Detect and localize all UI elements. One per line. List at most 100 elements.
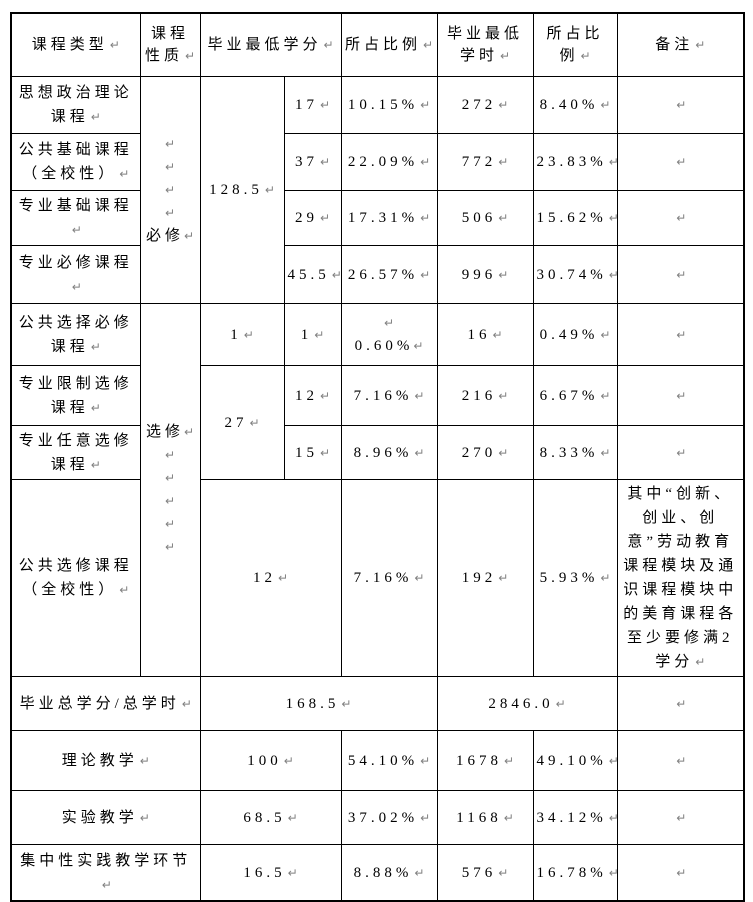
- paragraph-mark: ↵: [319, 388, 331, 403]
- paragraph-mark: ↵: [676, 696, 687, 711]
- paragraph-mark: ↵: [414, 571, 425, 585]
- paragraph-mark: ↵: [498, 571, 509, 585]
- paragraph-mark: ↵: [695, 38, 706, 52]
- header-course-nature-label: 课程性质: [144, 26, 189, 64]
- cell-ideology-hour-pct: 8.40% ↵: [532, 76, 618, 134]
- paragraph-mark: ↵: [422, 38, 434, 52]
- cell-theory-hour-pct: 49.10%↵: [532, 730, 618, 791]
- paragraph-mark: ↵: [164, 540, 176, 554]
- paragraph-mark: ↵: [499, 49, 511, 63]
- paragraph-mark: ↵: [90, 110, 101, 124]
- row-experiment: 实验教学↵ 68.5↵ 37.02%↵ 1168↵ 34.12%↵ ↵: [10, 790, 745, 845]
- paragraph-mark: ↵: [600, 327, 611, 342]
- row-major-limited: 专业限制选修课程 ↵ 27 ↵ 12 ↵ 7.16% ↵ 216 ↵ 6.67% ↵ ↵: [10, 365, 745, 480]
- cell-major-free-remark: ↵: [616, 425, 745, 480]
- paragraph-mark: ↵: [695, 655, 706, 669]
- cell-public-basic-credits: 37 ↵: [283, 133, 342, 191]
- paragraph-mark: ↵: [609, 268, 616, 282]
- paragraph-mark: ↵: [164, 494, 176, 508]
- paragraph-mark: ↵: [90, 339, 101, 354]
- cell-ideology-credits: 17 ↵: [283, 76, 342, 134]
- paragraph-mark: ↵: [498, 98, 509, 112]
- paragraph-mark: ↵: [164, 517, 176, 531]
- paragraph-mark: ↵: [90, 400, 101, 415]
- cell-major-basic-label: 专业基础课程↵: [10, 190, 141, 246]
- paragraph-mark: ↵: [503, 810, 514, 825]
- paragraph-mark: ↵: [71, 279, 82, 294]
- paragraph-mark: ↵: [341, 696, 352, 711]
- cell-public-elective-label: 公共选修课程（全校性） ↵: [10, 479, 141, 677]
- paragraph-mark: ↵: [609, 866, 616, 880]
- cell-major-basic-hour-pct: 15.62%↵: [532, 190, 618, 246]
- paragraph-mark: ↵: [498, 388, 509, 403]
- paragraph-mark: ↵: [319, 211, 331, 225]
- cell-major-free-credit-pct: 8.96% ↵: [340, 425, 438, 480]
- header-min-hours: 毕业最低学时 ↵: [436, 12, 534, 77]
- header-min-credits: 毕业最低学分 ↵: [199, 12, 342, 77]
- row-public-elective: 公共选修课程（全校性） ↵ 12 ↵ 7.16% ↵ 192 ↵ 5.93% ↵ 其中“创…: [10, 479, 745, 677]
- cell-public-basic-label: 公共基础课程（全校性） ↵: [10, 133, 141, 191]
- cell-public-basic-credit-pct: 22.09% ↵: [340, 133, 438, 191]
- paragraph-mark: ↵: [676, 445, 687, 460]
- cell-major-free-hours: 270 ↵: [436, 425, 534, 480]
- cell-public-elective-credits: 12 ↵: [199, 479, 342, 677]
- cell-major-required-credits: 45.5 ↵: [283, 245, 342, 304]
- paragraph-mark: ↵: [414, 865, 425, 880]
- paragraph-mark: ↵: [109, 38, 120, 52]
- cell-public-basic-hour-pct: 23.83%↵: [532, 133, 618, 191]
- cell-ideology-label: 思想政治理论课程 ↵: [10, 76, 141, 134]
- paragraph-mark: ↵: [323, 38, 334, 52]
- paragraph-mark: ↵: [164, 205, 176, 220]
- cell-experiment-label: 实验教学 ↵: [10, 790, 201, 845]
- row-total: 毕业总学分/总学时 ↵ 168.5 ↵ 2846.0 ↵ ↵: [10, 676, 745, 731]
- paragraph-mark: ↵: [676, 155, 687, 169]
- header-min-credits-label: 毕业最低学分: [207, 37, 322, 53]
- paragraph-mark: ↵: [413, 338, 424, 353]
- paragraph-mark: ↵: [420, 267, 431, 282]
- cell-theory-credits: 100 ↵: [199, 730, 342, 791]
- paragraph-mark: ↵: [498, 155, 509, 169]
- paragraph-mark: ↵: [287, 810, 298, 825]
- paragraph-mark: ↵: [498, 267, 509, 282]
- paragraph-mark: ↵: [319, 98, 331, 112]
- paragraph-mark: ↵: [600, 571, 611, 585]
- paragraph-mark: ↵: [420, 155, 431, 169]
- paragraph-mark: ↵: [420, 753, 431, 768]
- cell-experiment-credits: 68.5 ↵: [199, 790, 342, 845]
- paragraph-mark: ↵: [676, 753, 687, 768]
- cell-major-limited-remark: ↵: [616, 365, 745, 426]
- cell-public-elective-hours: 192 ↵: [436, 479, 534, 677]
- paragraph-mark: ↵: [249, 415, 260, 430]
- cell-public-elective-credit-pct: 7.16% ↵: [340, 479, 438, 677]
- cell-major-basic-remark: ↵: [616, 190, 745, 246]
- cell-major-limited-hour-pct: 6.67% ↵: [532, 365, 618, 426]
- cell-theory-label: 理论教学 ↵: [10, 730, 201, 791]
- paragraph-mark: ↵: [498, 865, 509, 880]
- paragraph-mark: ↵: [164, 448, 176, 462]
- cell-major-free-credits: 15 ↵: [283, 425, 342, 480]
- paragraph-mark: ↵: [492, 327, 503, 342]
- paragraph-mark: ↵: [119, 167, 130, 181]
- cell-theory-hours: 1678 ↵: [436, 730, 534, 791]
- paragraph-mark: ↵: [609, 155, 616, 169]
- cell-major-limited-label: 专业限制选修课程 ↵: [10, 365, 141, 426]
- paragraph-mark: ↵: [71, 223, 82, 237]
- paragraph-mark: ↵: [119, 583, 130, 597]
- row-major-free: 专业任意选修课程 ↵ 15 ↵ 8.96% ↵ 270 ↵ 8.33% ↵ ↵: [10, 425, 745, 480]
- paragraph-mark: ↵: [139, 753, 150, 768]
- paragraph-mark: ↵: [676, 98, 687, 112]
- cell-total-remark: ↵: [616, 676, 745, 731]
- cell-total-credits: 168.5 ↵: [199, 676, 438, 731]
- paragraph-mark: ↵: [414, 388, 425, 403]
- cell-public-elective-remark: 其中“创新、创业、创意”劳动教育课程模块及通识课程模块中的美育课程各至少要修满2…: [616, 479, 745, 677]
- paragraph-mark: ↵: [676, 865, 687, 880]
- cell-practice-hour-pct: 16.78%↵: [532, 844, 618, 902]
- paragraph-mark: ↵: [600, 98, 611, 112]
- paragraph-mark: ↵: [101, 877, 112, 892]
- cell-total-hours: 2846.0 ↵: [436, 676, 618, 731]
- paragraph-mark: ↵: [90, 457, 101, 472]
- row-public-choice-required: 公共选择必修课程 ↵ 选修↵ ↵ ↵ ↵ ↵ ↵ 1 ↵ 1 ↵ ↵ 0.60%↵ 1…: [10, 303, 745, 677]
- paragraph-mark: ↵: [164, 182, 176, 197]
- curriculum-table: 课程类型 ↵ 课程性质 ↵ 毕业最低学分 ↵ 所占比例 ↵ 毕业最低学时 ↵ 所占比例 ↵ …: [10, 12, 746, 902]
